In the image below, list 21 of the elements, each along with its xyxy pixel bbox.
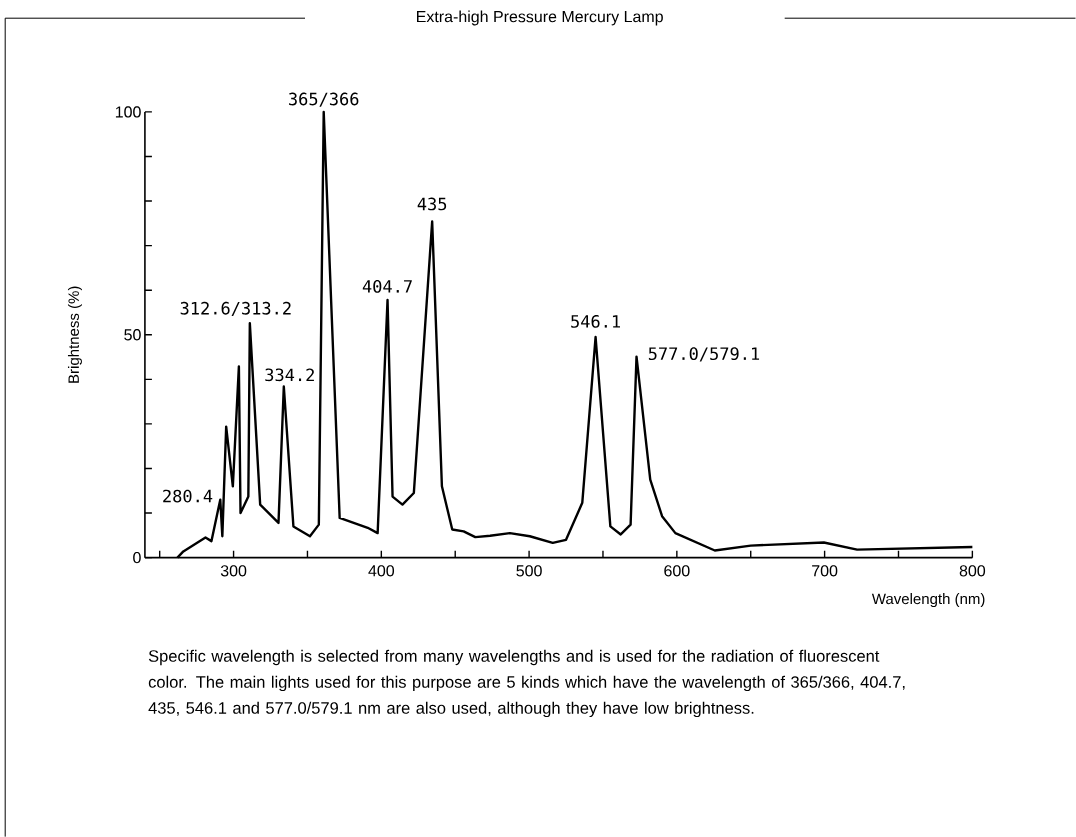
y-axis-title: Brightness (%) [67,286,82,383]
y-tick-label: 0 [133,551,141,564]
annotation: 546.1 [571,314,620,328]
annotation: 280.4 [163,489,213,503]
x-tick-label: 600 [664,565,690,577]
annotation: 435 [417,197,447,211]
x-axis-title: Wavelength (nm) [871,593,985,608]
x-tick-label: 800 [959,565,986,577]
y-tick-label: 100 [115,106,141,118]
x-tick-label: 700 [812,565,838,577]
x-tick-label: 500 [516,565,542,577]
annotation: 365/366 [289,92,359,107]
annotation: 577.0/579.1 [648,347,760,362]
annotation: 312.6/313.2 [180,301,291,316]
x-tick-label: 400 [368,565,395,577]
annotation: 404.7 [362,279,412,293]
annotation: 334.2 [265,368,314,382]
x-tick-label: 300 [220,565,247,577]
chart-title: Extra-high Pressure Mercury Lamp [417,10,663,26]
text: Specific wavelength is selected from many wavelengths and is used for the radiation of fluorescent color. The main lights used for this purpose are 5 kinds which have the wavelength of 365/366, 404.7, 435, 546.1 and 577.0/579.1 nm are also used, although they have low brightness. [148,649,905,718]
y-tick-label: 50 [124,329,141,341]
